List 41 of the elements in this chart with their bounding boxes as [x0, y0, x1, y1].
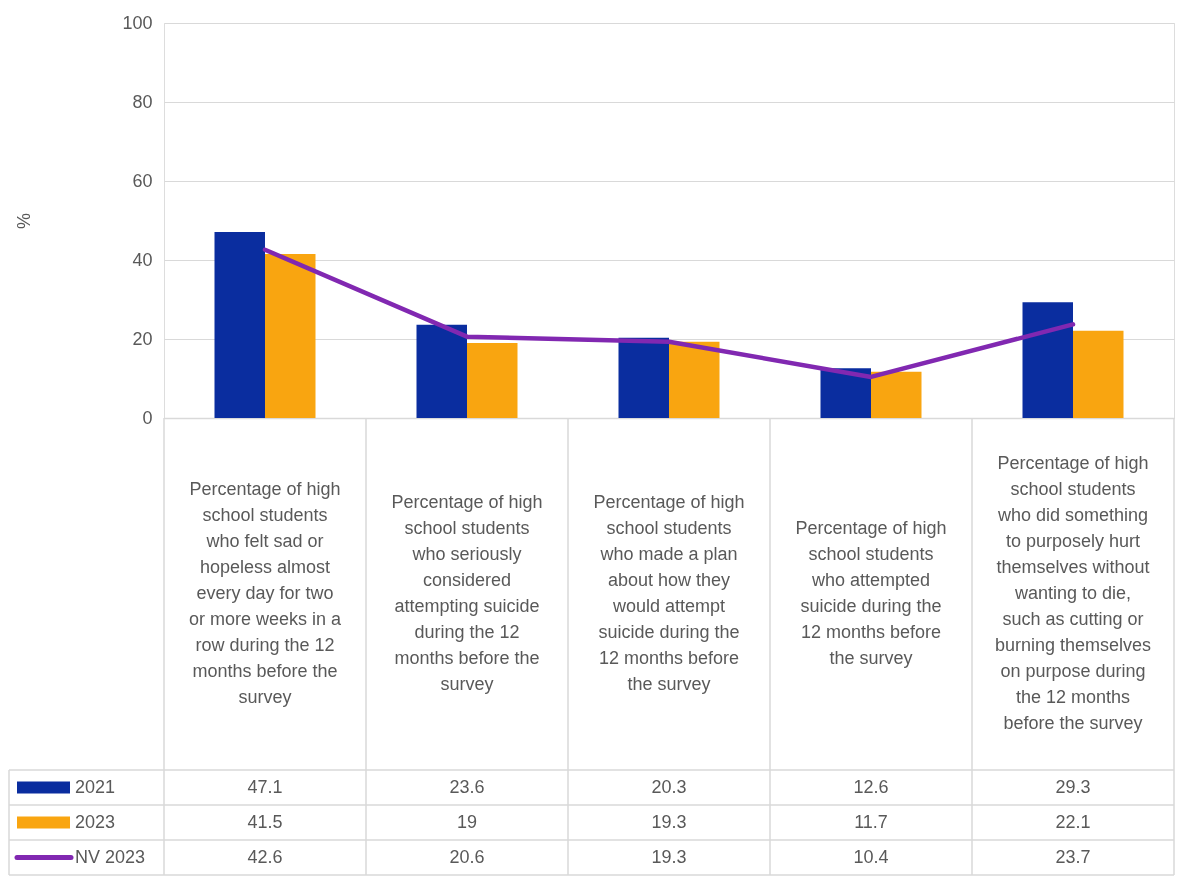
y-tick-label: 80 — [132, 91, 153, 112]
data-label: 19.3 — [651, 811, 687, 832]
data-label: 12.6 — [853, 776, 889, 797]
category-label: Percentage of high school students who did something to purposely hurt themselves without wanting to die, such as cutting or burning themselves on purpose during the 12 months before the survey — [994, 453, 1152, 733]
y-tick-label: 0 — [142, 407, 153, 428]
data-label: 10.4 — [853, 846, 889, 867]
legend-label: 2023 — [75, 811, 116, 832]
data-label: 47.1 — [247, 776, 283, 797]
bar — [416, 324, 467, 418]
bar — [871, 371, 922, 418]
bar — [618, 337, 669, 418]
bar — [1022, 302, 1073, 418]
y-tick-label: 40 — [132, 249, 153, 270]
data-label: 19 — [456, 811, 478, 832]
data-label: 19.3 — [651, 846, 687, 867]
data-label: 20.3 — [651, 776, 687, 797]
data-label: 42.6 — [247, 846, 283, 867]
data-label: 23.6 — [449, 776, 485, 797]
bar — [467, 342, 518, 418]
legend-label: NV 2023 — [75, 846, 146, 867]
x-tick-label: Percentage of high school students who seriously considered attempting suicide during the 12 months before the survey — [391, 492, 543, 694]
data-label: 23.7 — [1055, 846, 1091, 867]
data-label: 22.1 — [1055, 811, 1091, 832]
line-series — [262, 247, 1076, 380]
data-label: 11.7 — [854, 811, 888, 832]
legend-label: 2021 — [75, 776, 116, 797]
y-tick-label: 100 — [122, 12, 153, 33]
bar — [214, 231, 265, 418]
x-tick-label: Percentage of high school students who made a plan about how they would attempt suicide during the 12 months before the survey — [593, 492, 745, 694]
x-tick-label: Percentage of high school students who attempted suicide during the 12 months before the survey — [795, 518, 947, 668]
y-tick-label: 20 — [132, 328, 153, 349]
bar — [265, 254, 316, 418]
data-label: 29.3 — [1055, 776, 1091, 797]
data-label: 41.5 — [247, 811, 283, 832]
category-label: Percentage of high school students who felt sad or hopeless almost every day for two or more weeks in a row during the 12 months before the survey — [188, 479, 342, 707]
data-label: 20.6 — [449, 846, 485, 867]
y-tick-label: 60 — [132, 170, 153, 191]
bar — [1073, 330, 1124, 418]
y-axis-title: % — [14, 212, 35, 230]
bar — [820, 368, 871, 418]
bar — [669, 341, 720, 418]
